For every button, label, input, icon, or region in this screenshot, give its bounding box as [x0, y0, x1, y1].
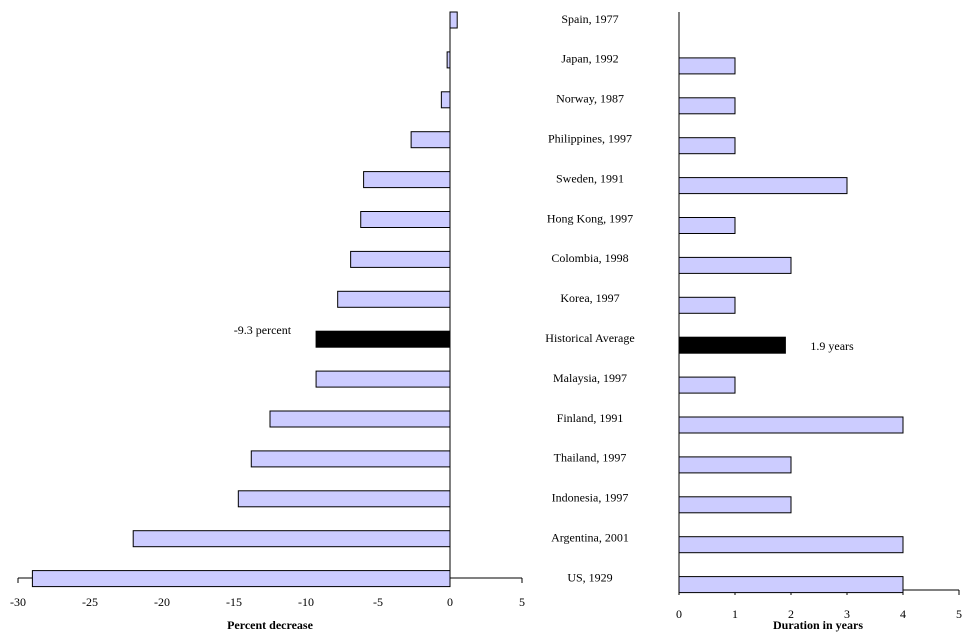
bar [440, 91, 451, 109]
x-tick-label: 2 [788, 607, 794, 621]
x-tick-label: 3 [844, 607, 850, 621]
category-label: Thailand, 1997 [554, 451, 627, 465]
category-label: Sweden, 1991 [556, 171, 624, 185]
category-label: Argentina, 2001 [551, 530, 629, 544]
x-tick-label: -5 [373, 595, 383, 609]
bar [678, 177, 848, 195]
bar [678, 57, 736, 75]
bar [315, 370, 451, 388]
bar [350, 250, 451, 268]
bar [678, 217, 736, 234]
category-label: Spain, 1977 [561, 12, 618, 26]
x-tick-label: -10 [298, 595, 314, 609]
bar [678, 496, 792, 514]
bar [237, 490, 451, 508]
bar [360, 211, 451, 228]
bar [678, 256, 792, 274]
category-label: Colombia, 1998 [551, 251, 628, 265]
category-label: Hong Kong, 1997 [547, 211, 633, 225]
category-label: Indonesia, 1997 [552, 491, 629, 505]
annotation: 1.9 years [810, 339, 854, 353]
category-label: Korea, 1997 [560, 291, 619, 305]
bar [363, 171, 451, 189]
bar [446, 51, 451, 69]
category-label: Philippines, 1997 [548, 131, 632, 145]
bar [132, 530, 451, 548]
bar [250, 450, 451, 468]
bar [337, 290, 451, 308]
bar [678, 416, 904, 434]
category-label: Malaysia, 1997 [553, 371, 627, 385]
category-label: Norway, 1987 [556, 92, 624, 106]
bar [678, 576, 904, 594]
category-label: Japan, 1992 [561, 52, 618, 66]
axis-title: Duration in years [773, 618, 863, 632]
bar [31, 570, 451, 588]
x-tick-label: 5 [956, 607, 962, 621]
x-tick-label: -15 [226, 595, 242, 609]
bar [410, 131, 451, 149]
bar [269, 410, 451, 428]
bar [678, 296, 736, 314]
bar [678, 97, 736, 115]
bar [678, 376, 736, 394]
annotation: -9.3 percent [234, 323, 292, 337]
axis-title: Percent decrease [227, 618, 314, 632]
category-label: Finland, 1991 [557, 411, 624, 425]
x-tick-label: -30 [10, 595, 26, 609]
category-label: US, 1929 [567, 570, 612, 584]
x-tick-label: -25 [82, 595, 98, 609]
x-tick-label: -20 [154, 595, 170, 609]
bar [678, 336, 786, 354]
x-tick-label: 0 [447, 595, 453, 609]
category-label: Historical Average [545, 331, 634, 345]
x-tick-label: 1 [732, 607, 738, 621]
bar [678, 137, 736, 155]
x-tick-label: 5 [519, 595, 525, 609]
x-tick-label: 0 [676, 607, 682, 621]
bar [315, 330, 451, 348]
bar [678, 456, 792, 474]
bar [449, 11, 458, 29]
bar [678, 536, 904, 554]
x-tick-label: 4 [900, 607, 906, 621]
